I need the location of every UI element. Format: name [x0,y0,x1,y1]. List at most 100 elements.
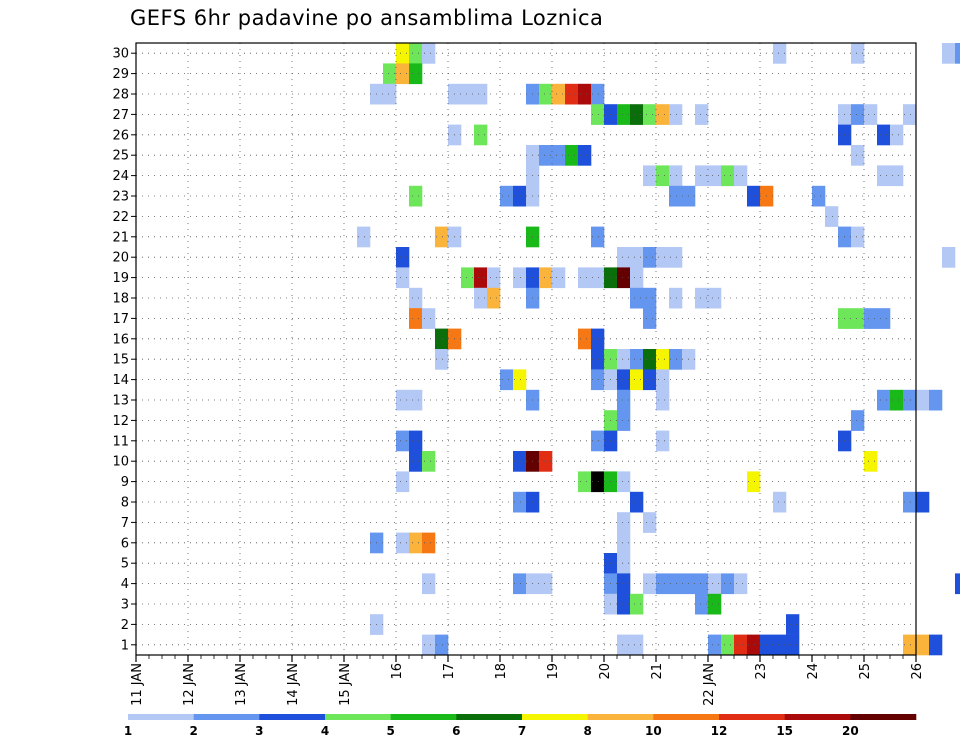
heatmap-cell [435,226,449,248]
heatmap-cell [474,83,488,105]
heatmap-cell [617,410,631,431]
y-tick-label: 6 [121,536,129,551]
heatmap-cell [487,267,501,289]
heatmap-cell [396,43,410,64]
y-tick-label: 29 [112,67,129,82]
heatmap-cell [617,553,631,574]
heatmap-cell [903,634,917,656]
legend-swatch [193,714,260,720]
heatmap-cell [656,573,670,595]
heatmap-cell [422,573,436,595]
heatmap-cell [643,247,657,268]
heatmap-cell [695,165,709,187]
heatmap-cell [539,145,553,166]
legend-label: 10 [645,724,662,738]
legend-swatch [784,714,851,720]
heatmap-cell [877,389,891,411]
heatmap-cell [461,267,475,289]
y-tick-label: 9 [121,475,129,490]
heatmap-cell [617,573,631,595]
y-tick-label: 15 [112,353,129,368]
heatmap-cell [812,185,826,207]
heatmap-cell [630,247,644,268]
x-tick-label: 25 [858,663,873,680]
y-tick-label: 28 [112,88,129,103]
y-tick-label: 12 [112,414,129,429]
legend-swatch [522,714,588,720]
heatmap-cell [591,267,605,289]
heatmap-cell [747,471,761,493]
heatmap-cell [734,165,748,187]
heatmap-cell [656,247,670,268]
y-tick-label: 14 [112,373,129,388]
heatmap-cell [617,267,631,289]
heatmap-cell [721,165,735,187]
y-tick-label: 23 [112,190,129,205]
legend-label: 8 [583,724,591,738]
heatmap-cell [643,287,657,309]
heatmap-cell [409,532,423,554]
heatmap-cell [669,165,683,187]
heatmap-cell [617,532,631,554]
y-tick-label: 19 [112,271,129,286]
heatmap-cell [409,43,423,64]
heatmap-cell [786,634,800,656]
legend-swatch [719,714,785,720]
heatmap-cell [877,124,891,146]
y-tick-label: 18 [112,292,129,307]
heatmap-cell [643,349,657,370]
heatmap-cell [851,43,865,64]
heatmap-cell [591,349,605,370]
heatmap-cell [513,369,527,391]
x-tick-label: 13 JAN [234,663,249,706]
heatmap-cell [708,165,722,187]
y-tick-label: 5 [121,557,129,572]
heatmap-cell [695,573,709,595]
x-tick-label: 26 [910,663,925,680]
heatmap-cell [487,287,501,309]
heatmap-cell [669,185,683,207]
heatmap-cell [617,104,631,125]
heatmap-cell [773,491,787,513]
heatmap-cell [656,389,670,411]
legend-swatch [259,714,326,720]
heatmap-cell [864,308,878,329]
heatmap-cell [409,63,423,85]
x-tick-label: 17 [442,663,457,680]
heatmap-cell [422,451,436,472]
heatmap-cell [396,471,410,493]
y-tick-label: 13 [112,394,129,409]
y-tick-label: 1 [121,638,129,653]
heatmap-cell [877,308,891,329]
heatmap-cell [617,634,631,656]
heatmap-cell [435,328,449,350]
heatmap-cell [669,349,683,370]
y-tick-label: 25 [112,149,129,164]
x-tick-label: 20 [598,663,613,680]
legend-label: 3 [255,724,263,738]
heatmap-cell [669,573,683,595]
y-tick-label: 20 [112,251,129,266]
heatmap-cell [903,104,917,125]
heatmap-cell [539,573,553,595]
heatmap-cell [786,614,800,635]
heatmap-cell [734,634,748,656]
heatmap-cell [708,287,722,309]
heatmap-cell [396,532,410,554]
heatmap-cell [955,43,960,64]
heatmap-cell [591,83,605,105]
heatmap-cell [929,389,943,411]
heatmap-cell [552,83,566,105]
heatmap-cell [773,634,787,656]
legend-label: 1 [124,724,132,738]
heatmap-cell [539,83,553,105]
legend-label: 20 [842,724,859,738]
heatmap-cell [916,491,930,513]
heatmap-cell [851,308,865,329]
y-tick-label: 4 [121,577,129,592]
legend-label: 15 [776,724,793,738]
x-tick-label: 14 JAN [286,663,301,706]
heatmap-cell [409,430,423,452]
y-tick-label: 10 [112,455,129,470]
heatmap-cell [422,634,436,656]
